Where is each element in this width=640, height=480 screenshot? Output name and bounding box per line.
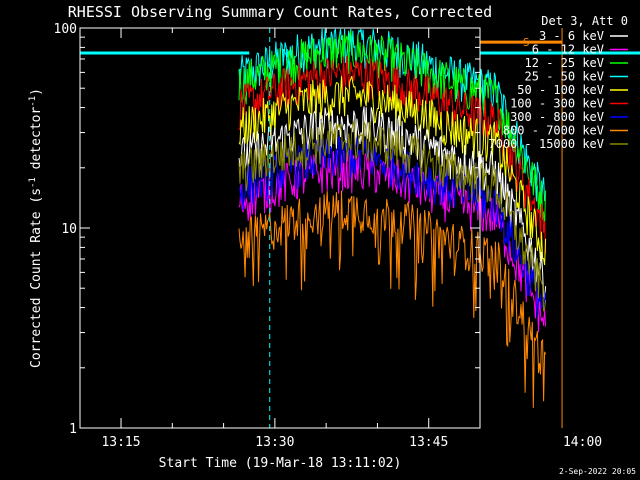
legend-label: 100 - 300 keV	[510, 97, 604, 111]
y-axis-label: Corrected Count Rate (s-1 detector-1)	[28, 88, 44, 368]
legend-label: 300 - 800 keV	[510, 110, 604, 124]
x-tick-label: 13:15	[101, 435, 140, 450]
legend-label: 50 - 100 keV	[517, 83, 604, 97]
y-tick-label: 10	[61, 222, 77, 237]
legend-label: 7000 - 15000 keV	[488, 137, 604, 151]
annotation-label: S	[523, 36, 530, 49]
y-tick-label: 1	[69, 422, 77, 437]
series-line	[238, 190, 547, 408]
x-tick-label: 13:45	[409, 435, 448, 450]
y-axis-label-sup2: -1	[28, 96, 38, 107]
footer-timestamp: 2-Sep-2022 20:05	[559, 467, 636, 476]
legend-label: 25 - 50 keV	[525, 70, 604, 84]
y-axis-label-sup1: -1	[28, 177, 38, 188]
series-line	[238, 28, 546, 205]
data-layer	[238, 28, 547, 408]
chart-title: RHESSI Observing Summary Count Rates, Co…	[68, 3, 492, 21]
series-line	[238, 120, 547, 312]
x-tick-label: 14:00	[563, 435, 602, 450]
y-axis-label-end: )	[29, 88, 44, 96]
x-axis-label: Start Time (19-Mar-18 13:11:02)	[159, 456, 402, 471]
legend-label: 6 - 12 keV	[532, 43, 604, 57]
y-axis-label-mid: detector	[29, 107, 44, 178]
legend-label: 3 - 6 keV	[539, 29, 604, 43]
legend-label: 12 - 25 keV	[525, 56, 604, 70]
y-tick-label: 100	[54, 22, 77, 37]
y-axis-label-main: Corrected Count Rate (s	[29, 188, 44, 368]
legend-label: 800 - 7000 keV	[503, 124, 604, 138]
annotation-label: N	[282, 47, 289, 60]
legend-title: Det 3, Att 0	[541, 14, 628, 28]
series-line	[238, 30, 547, 226]
axis-layer: 11010013:1513:3013:4514:0014:1514:3014:4…	[54, 22, 603, 450]
series-line	[238, 75, 547, 266]
x-tick-label: 13:30	[255, 435, 294, 450]
